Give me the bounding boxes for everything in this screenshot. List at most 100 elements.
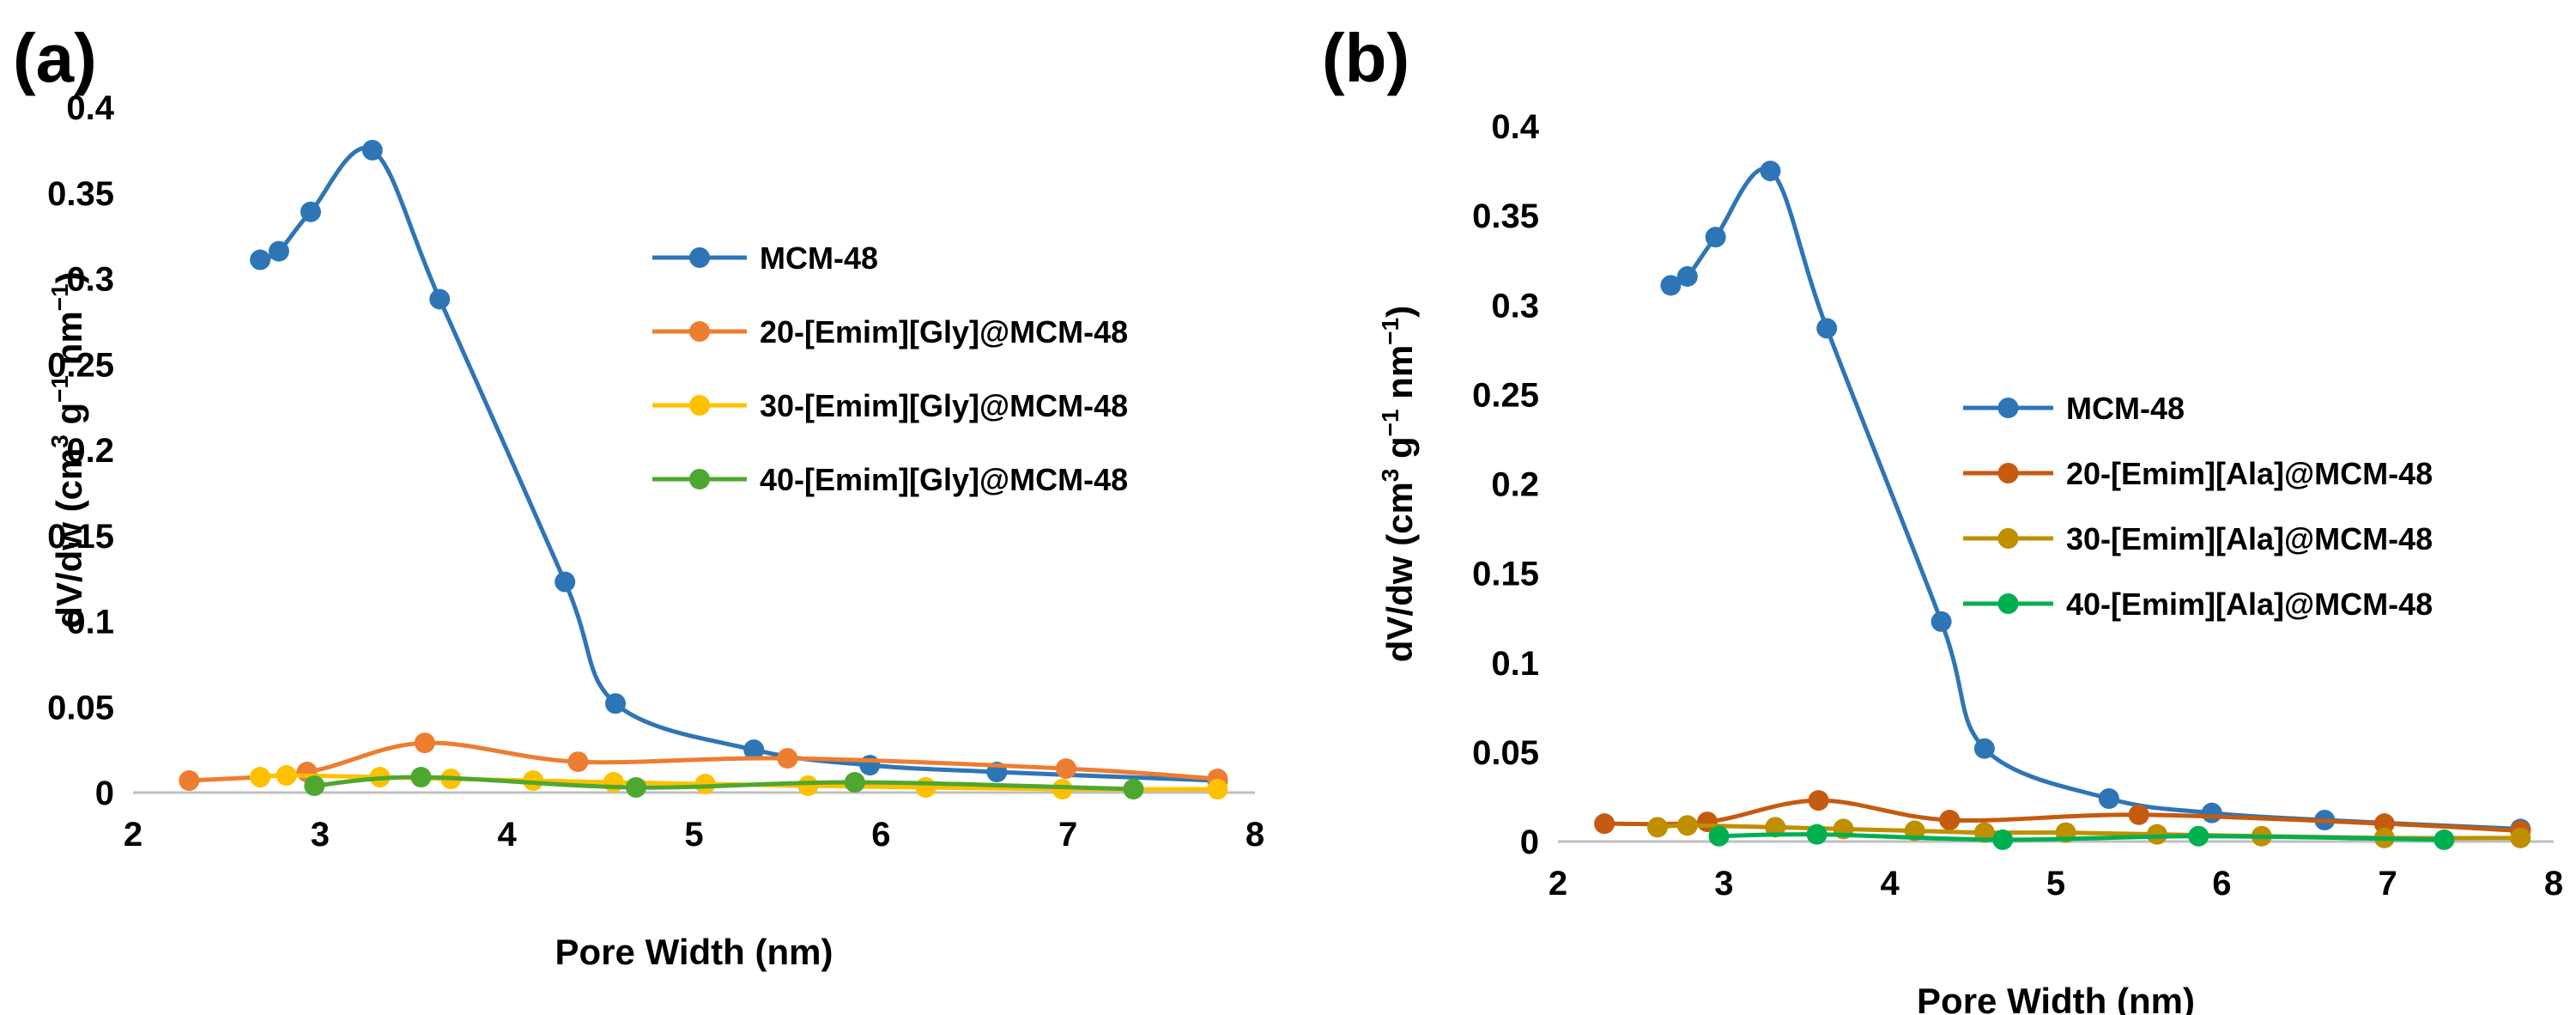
legend-label: 30-[Emim][Ala]@MCM-48 [2066,521,2433,556]
data-point [1806,824,1827,845]
y-tick-label: 0.1 [66,604,114,641]
panel-label-b: (b) [1322,20,1409,96]
data-point [1647,817,1668,838]
x-tick-label: 7 [1058,816,1077,854]
legend-marker [689,469,710,489]
legend-label: 20-[Emim][Gly]@MCM-48 [760,314,1128,349]
y-axis-title-a: dV/dw (cm3 g−1 nm−1) [46,271,89,628]
y-axis-title-b: dV/dw (cm3 g−1 nm−1) [1377,306,1420,662]
y-tick-label: 0.3 [66,261,114,299]
x-tick-labels-a: 2 3 4 5 6 7 8 [124,816,1264,854]
series-line-1 [258,145,1220,783]
data-point [2098,788,2119,810]
data-point [797,775,819,797]
data-point [743,739,765,761]
data-point [2128,804,2149,825]
series-line-4 [312,775,1136,792]
x-tick-label: 5 [684,816,703,854]
plot-area-b [1594,161,2531,850]
y-tick-label: 0 [95,775,114,812]
y-tick-label: 0.1 [1491,645,1539,683]
series-line-1 [1668,166,2523,831]
data-point [777,748,798,769]
legend-marker [689,395,710,416]
data-point [179,770,200,792]
data-point [2201,802,2222,824]
data-point [414,732,435,754]
x-tick-label: 8 [1246,816,1264,854]
data-point [1816,318,1838,339]
data-point [1660,275,1682,296]
legend-marker [689,321,710,342]
data-point [1055,758,1076,780]
x-axis-title-a: Pore Width (nm) [555,932,833,972]
data-point [915,777,936,799]
data-point [1705,227,1726,248]
data-point [1676,815,1698,836]
legend-marker [1997,528,2019,549]
y-tick-labels-a: 0 0.05 0.1 0.15 0.2 0.25 0.3 0.35 0.4 [47,89,115,812]
legend-marker [1997,463,2019,483]
legend-marker [1997,593,2019,614]
data-point [1594,813,1615,835]
data-point [859,755,881,776]
data-point [1207,779,1228,800]
x-tick-label: 3 [1714,865,1733,903]
data-point [694,774,716,795]
data-point [1992,829,2014,850]
data-point [268,240,289,262]
data-point [603,772,624,793]
data-point [2146,824,2167,845]
y-tick-label: 0.4 [66,89,114,127]
legend-b: MCM-48 20-[Emim][Ala]@MCM-48 30-[Emim][Ala… [1963,391,2433,622]
data-point [410,767,432,788]
data-point [1760,161,1781,182]
series-line-4 [1717,832,2446,842]
data-point [605,693,627,714]
x-tick-label: 6 [871,816,890,854]
data-point [361,139,383,161]
x-tick-labels-b: 2 3 4 5 6 7 8 [1549,865,2563,903]
y-tick-label: 0.4 [1491,108,1539,146]
y-tick-label: 0.15 [47,518,114,556]
data-point [1939,810,1961,831]
x-tick-label: 4 [498,816,518,854]
data-point [2188,825,2209,847]
y-tick-label: 0.2 [66,432,114,470]
y-tick-label: 0.3 [1491,287,1539,325]
data-point [2434,829,2455,850]
data-point [523,770,544,792]
data-point [1676,265,1698,287]
data-point [1808,790,1829,811]
x-tick-label: 2 [1549,865,1567,903]
data-point [2373,813,2395,835]
y-tick-label: 0.15 [1472,556,1539,593]
legend-label: 40-[Emim][Ala]@MCM-48 [2066,587,2433,622]
y-tick-label: 0.2 [1491,466,1539,504]
data-point [250,249,271,270]
x-tick-label: 4 [1881,865,1900,903]
data-point [1930,611,1952,632]
data-point [1708,825,1730,847]
data-point [1123,779,1144,800]
legend-label: 20-[Emim][Ala]@MCM-48 [2066,456,2433,491]
legend-marker [689,247,710,268]
y-tick-label: 0.35 [47,175,114,213]
x-tick-label: 3 [311,816,330,854]
y-tick-label: 0.25 [1472,376,1539,414]
legend-marker [1997,398,2019,418]
x-tick-label: 6 [2212,865,2231,903]
data-point [304,775,325,797]
y-tick-labels-b: 0 0.05 0.1 0.15 0.2 0.25 0.3 0.35 0.4 [1472,108,1540,861]
panel-label-a: (a) [13,20,97,96]
data-point [300,201,321,222]
data-point [276,765,297,787]
data-point [555,571,576,593]
legend-label: MCM-48 [2066,391,2185,426]
legend-a: MCM-48 20-[Emim][Gly]@MCM-48 30-[Emim][Gly… [652,240,1128,497]
chart-panel-a: (a) 0 0.05 0.1 0.15 0.2 0.25 0.3 0.35 0.4 2 3 4 5 6 7… [13,20,1264,972]
y-tick-label: 0.25 [47,346,114,384]
data-point [429,289,451,310]
data-point [844,772,865,793]
